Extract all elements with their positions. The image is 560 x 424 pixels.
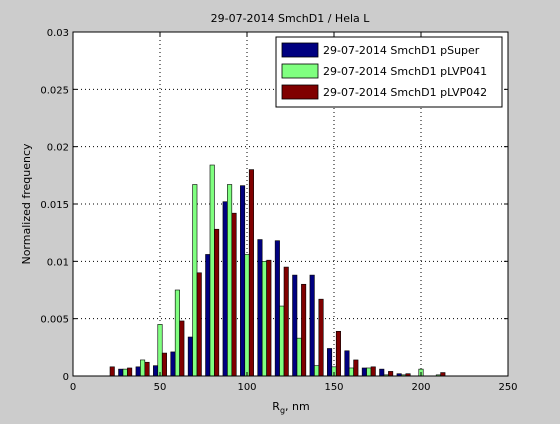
bar-series-3: [214, 228, 220, 377]
y-tick-label: 0: [63, 372, 69, 383]
bar-series-3: [283, 266, 289, 377]
ticks-group: 0 50 100 150 200 250 0 0.005 0.01 0.015 0.02 0.025 0…: [40, 28, 517, 393]
chart-title: 29-07-2014 SmchD1 / Hela L: [211, 12, 371, 25]
bar-series-1: [205, 254, 211, 377]
bar-series-1: [257, 239, 263, 377]
bar-series-2: [296, 337, 302, 377]
legend-label-1: 29-07-2014 SmchD1 pSuper: [323, 44, 480, 57]
y-tick-label: 0.03: [47, 28, 69, 39]
bar-series-1: [379, 368, 385, 377]
x-tick-label: 50: [154, 382, 167, 393]
y-tick-label: 0.005: [40, 315, 69, 326]
bar-series-1: [344, 350, 350, 377]
bar-series-1: [309, 274, 315, 377]
bar-series-2: [157, 324, 163, 377]
bar-series-1: [187, 336, 193, 377]
bar-series-2: [174, 289, 180, 377]
x-tick-label: 200: [411, 382, 430, 393]
bar-series-3: [248, 169, 254, 377]
bar-series-3: [196, 272, 202, 377]
bar-series-3: [440, 372, 446, 377]
bar-series-1: [292, 274, 298, 377]
bar-series-3: [335, 330, 341, 377]
legend: 29-07-2014 SmchD1 pSuper 29-07-2014 SmchD…: [275, 36, 503, 108]
bar-series-2: [140, 359, 146, 377]
bar-series-3: [231, 212, 237, 377]
bar-series-3: [161, 352, 167, 377]
bar-series-1: [118, 368, 124, 377]
bar-series-2: [244, 254, 250, 377]
bar-series-3: [109, 366, 115, 377]
bar-series-1: [274, 240, 280, 377]
x-axis-label-subscript: g: [280, 406, 285, 415]
bar-series-2: [279, 305, 285, 377]
x-tick-label: 250: [498, 382, 517, 393]
bar-series-2: [192, 184, 198, 377]
y-tick-label: 0.01: [47, 257, 69, 268]
bar-series-1: [327, 348, 333, 377]
bar-series-2: [227, 184, 233, 377]
legend-swatch-2: [281, 63, 319, 79]
bar-series-3: [127, 367, 133, 377]
legend-swatch-1: [281, 42, 319, 58]
y-tick-label: 0.015: [40, 200, 69, 211]
bar-series-1: [153, 365, 159, 377]
bar-series-1: [222, 201, 228, 377]
bar-series-2: [261, 261, 267, 377]
bar-series-2: [348, 367, 354, 377]
bars-group: [109, 164, 446, 377]
bar-series-1: [361, 367, 367, 377]
x-axis-label-unit: , nm: [285, 400, 310, 413]
bar-series-1: [170, 351, 176, 377]
legend-label-2: 29-07-2014 SmchD1 pLVP041: [323, 65, 487, 78]
grid-lines: [73, 32, 508, 376]
x-axis-label-main: R: [272, 400, 280, 413]
bar-series-3: [144, 361, 150, 377]
x-tick-label: 150: [324, 382, 343, 393]
bar-series-2: [209, 164, 215, 377]
bar-series-3: [266, 259, 272, 377]
y-axis-label: Normalized frequency: [20, 143, 33, 265]
x-tick-label: 0: [70, 382, 76, 393]
y-tick-label: 0.025: [40, 85, 69, 96]
bar-series-3: [388, 371, 394, 377]
bar-series-2: [314, 365, 320, 377]
legend-label-3: 29-07-2014 SmchD1 pLVP042: [323, 86, 487, 99]
bar-series-1: [135, 366, 141, 377]
legend-swatch-3: [281, 84, 319, 100]
x-tick-label: 100: [237, 382, 256, 393]
bar-series-3: [318, 298, 324, 377]
bar-series-3: [301, 283, 307, 377]
bar-series-3: [179, 320, 185, 377]
bar-series-1: [240, 185, 246, 377]
bar-series-2: [122, 368, 128, 377]
bar-series-3: [353, 359, 359, 377]
bar-series-2: [366, 367, 372, 377]
y-tick-label: 0.02: [47, 143, 69, 154]
bar-series-3: [370, 366, 376, 377]
x-axis-label: Rg, nm: [272, 400, 309, 415]
